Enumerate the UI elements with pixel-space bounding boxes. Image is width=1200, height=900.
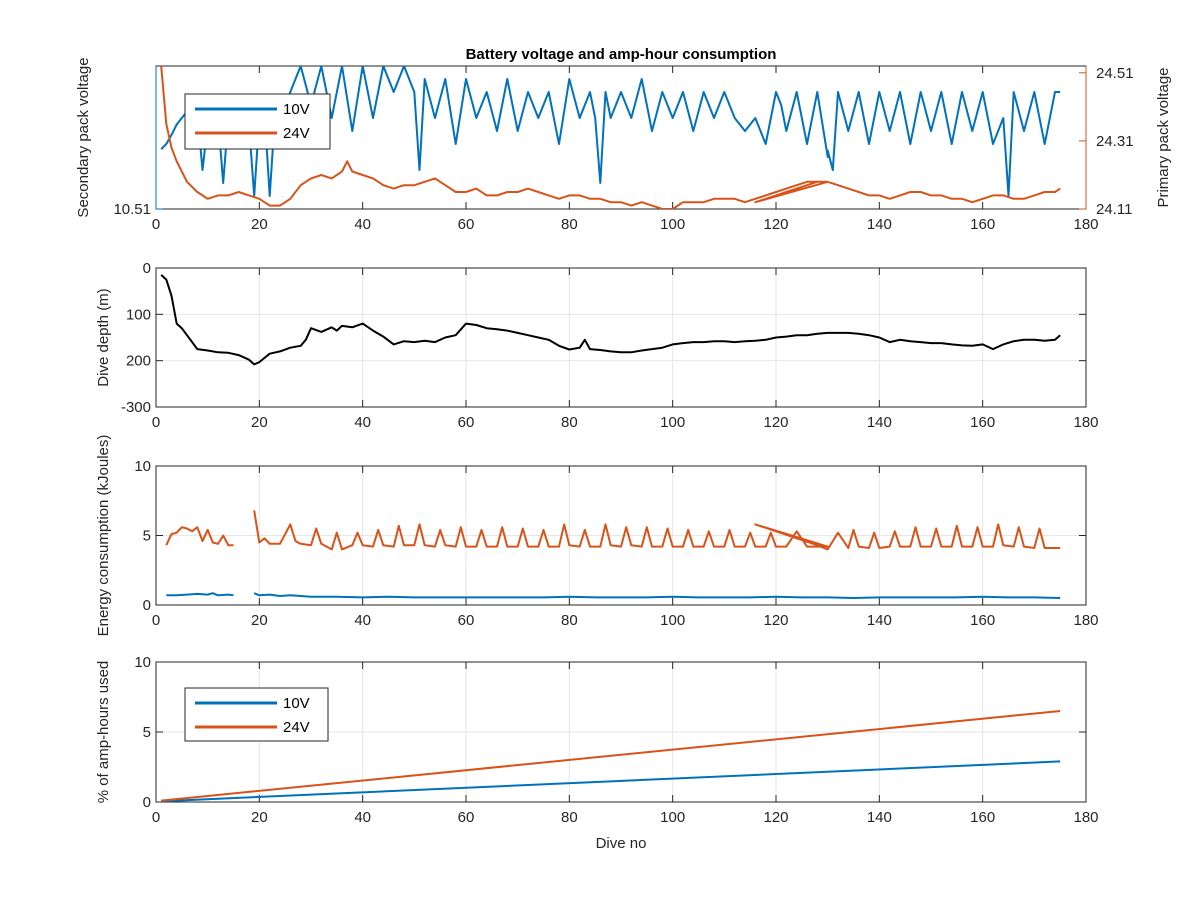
x-tick-label: 40: [354, 216, 371, 233]
y-axis-label: % of amp-hours used: [95, 661, 112, 804]
y-tick-label: 100: [126, 306, 151, 323]
x-tick-label: 20: [251, 414, 268, 431]
axes-box: [155, 267, 1087, 408]
series-layer: [161, 710, 1061, 802]
x-tick-label: 100: [660, 809, 685, 826]
x-tick-label: 60: [458, 216, 475, 233]
x-axis-label: Dive no: [596, 835, 647, 852]
x-tick-label: 180: [1073, 809, 1098, 826]
x-tick-label: 140: [867, 612, 892, 629]
x-tick-label: 40: [354, 612, 371, 629]
y-tick-label: 10: [134, 458, 151, 475]
x-tick-label: 20: [251, 612, 268, 629]
series-line-10v: [166, 592, 234, 597]
y-right-tick-label: 24.51: [1096, 65, 1134, 82]
x-tick-label: 180: [1073, 612, 1098, 629]
y-right-tick-label: 24.11: [1096, 201, 1132, 218]
legend-box: [184, 93, 331, 150]
x-tick-label: 40: [354, 809, 371, 826]
subplot-1: 0 20 40 60 80 100 120 140 160 180 10.51 24.11 24.31 2…: [75, 57, 1172, 233]
x-tick-label: 80: [561, 414, 578, 431]
series-line-24v: [253, 510, 1061, 551]
x-tick-label: 80: [561, 809, 578, 826]
y-tick-label: 0: [143, 597, 151, 614]
y-right-tick-label: 24.31: [1096, 133, 1134, 150]
legend-label-24v: 24V: [283, 125, 310, 142]
x-tick-label: 20: [251, 809, 268, 826]
subplot-4: 0 20 40 60 80 100 120 140 160 180 0 5 10 % of amp-hou…: [95, 654, 1099, 852]
x-tick-label: 0: [152, 612, 160, 629]
y-tick-label: 10: [134, 654, 151, 671]
y-axis-label: Dive depth (m): [95, 288, 112, 386]
x-tick-label: 80: [561, 216, 578, 233]
y-tick-label: 0: [143, 794, 151, 811]
x-tick-label: 100: [660, 216, 685, 233]
x-tick-label: 20: [251, 216, 268, 233]
series-line-24v: [165, 526, 234, 547]
series-line-10v: [253, 592, 1061, 599]
x-tick-label: 160: [970, 414, 995, 431]
y-tick-label: 0: [143, 260, 151, 277]
x-tick-label: 120: [763, 809, 788, 826]
x-tick-label: 180: [1073, 216, 1098, 233]
legend-label-10v: 10V: [283, 101, 310, 118]
y-tick-label: 10.51: [113, 201, 151, 218]
y-axis-label: Energy consumption (kJoules): [95, 435, 112, 637]
x-tick-label: 100: [660, 414, 685, 431]
subplot-2: 0 20 40 60 80 100 120 140 160 180 0 100 200 -300 Dive …: [95, 260, 1099, 431]
x-tick-label: 180: [1073, 414, 1098, 431]
x-tick-label: 140: [867, 809, 892, 826]
x-tick-label: 100: [660, 612, 685, 629]
x-tick-label: 0: [152, 809, 160, 826]
x-tick-label: 80: [561, 612, 578, 629]
x-tick-label: 120: [763, 414, 788, 431]
y-tick-label: -300: [121, 399, 151, 416]
x-tick-label: 60: [458, 809, 475, 826]
legend-label-24v: 24V: [283, 719, 310, 736]
x-tick-label: 0: [152, 414, 160, 431]
legend-label-10v: 10V: [283, 695, 310, 712]
series-layer: [160, 274, 1061, 366]
x-tick-label: 120: [763, 612, 788, 629]
series-line-depth: [160, 274, 1061, 366]
x-tick-label: 160: [970, 809, 995, 826]
subplot-3: 0 20 40 60 80 100 120 140 160 180 0 5 10 Energy consu…: [95, 435, 1099, 637]
x-tick-label: 40: [354, 414, 371, 431]
x-tick-label: 160: [970, 216, 995, 233]
series-line-24v: [160, 66, 1061, 209]
x-tick-label: 120: [763, 216, 788, 233]
y-tick-label: 200: [126, 353, 151, 370]
series-line-24v: [161, 710, 1061, 802]
series-line-10v: [161, 760, 1061, 802]
x-tick-label: 60: [458, 612, 475, 629]
x-tick-label: 140: [867, 216, 892, 233]
chart-title: Battery voltage and amp-hour consumption: [466, 46, 777, 63]
legend-box: [184, 687, 329, 742]
x-tick-label: 60: [458, 414, 475, 431]
x-tick-label: 0: [152, 216, 160, 233]
x-tick-label: 160: [970, 612, 995, 629]
x-tick-label: 140: [867, 414, 892, 431]
y-tick-label: 5: [143, 724, 151, 741]
series-layer: [165, 510, 1061, 599]
y-tick-label: 5: [143, 528, 151, 545]
y-axis-label: Secondary pack voltage: [75, 57, 92, 217]
y-right-axis-label: Primary pack voltage: [1155, 67, 1172, 207]
